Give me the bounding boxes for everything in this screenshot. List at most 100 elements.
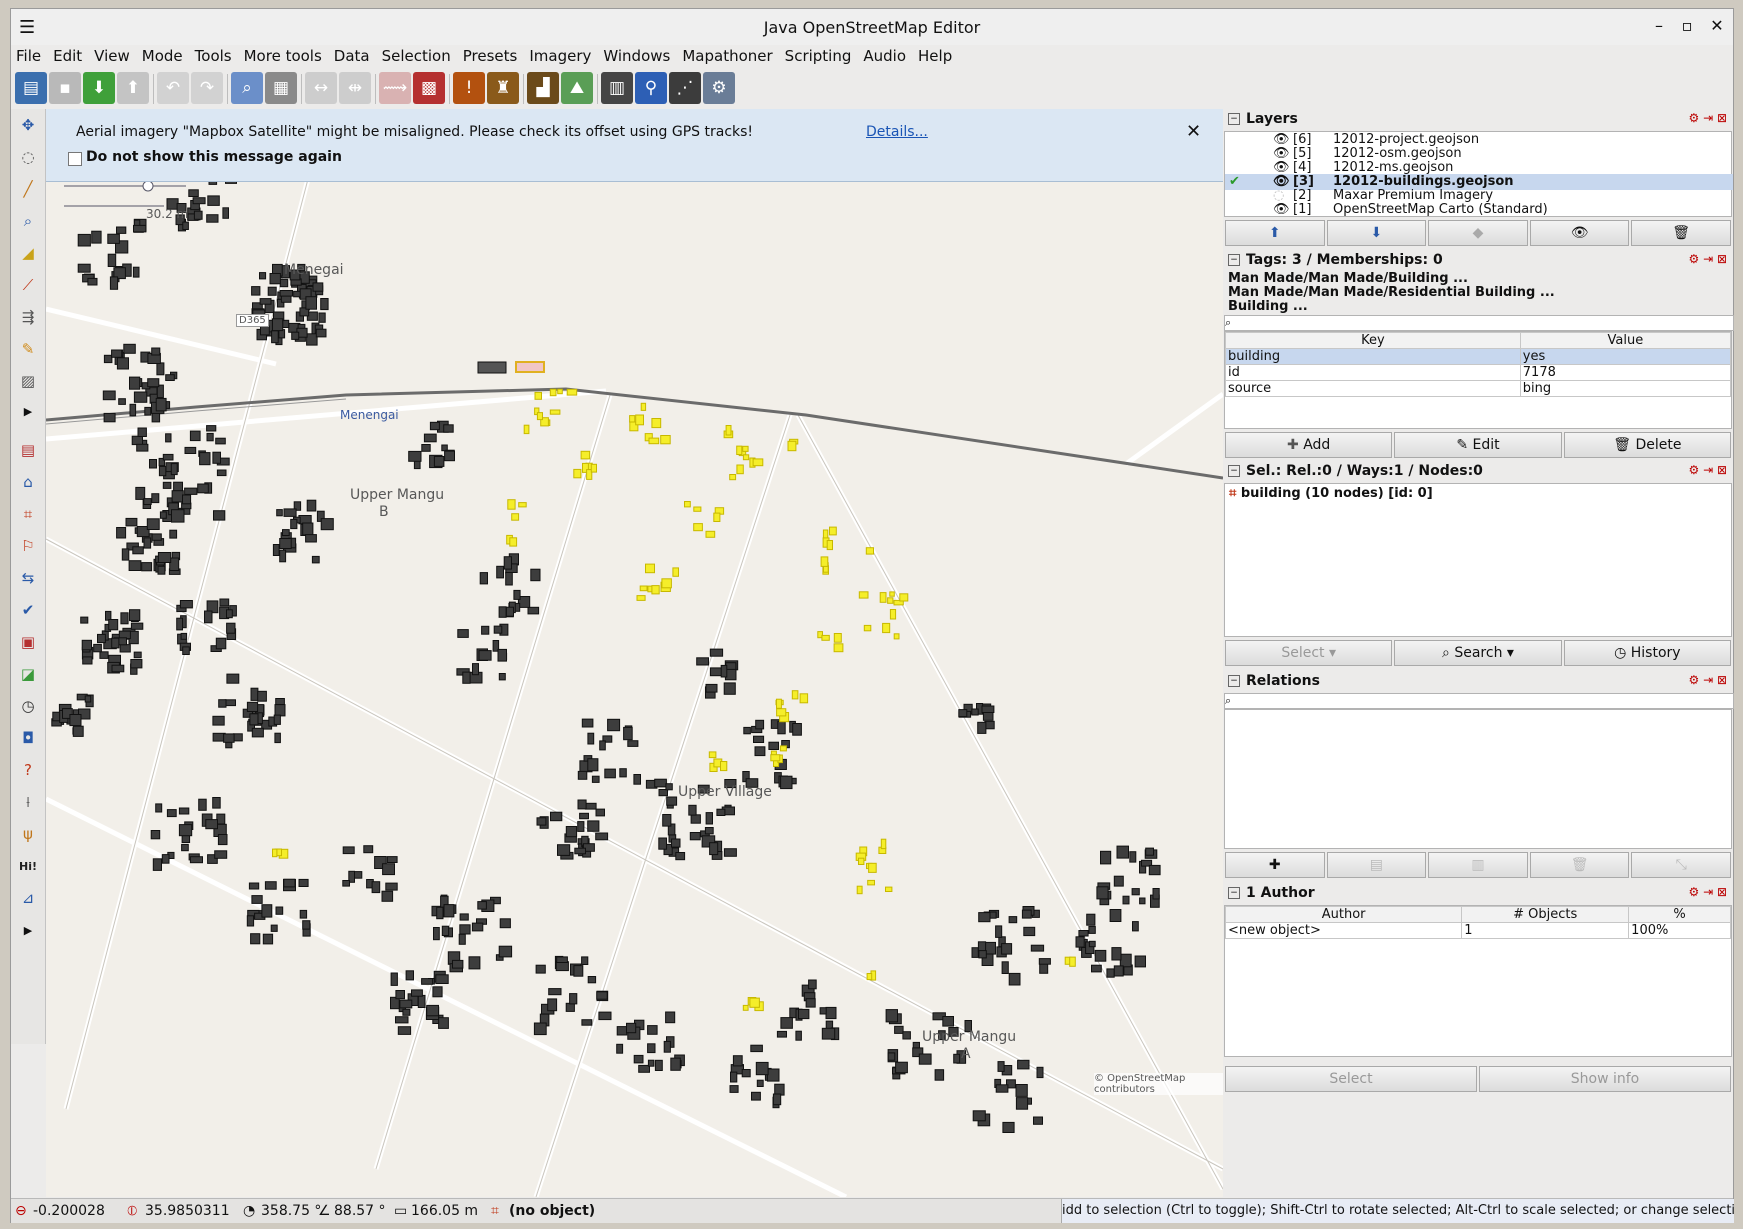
minimize-button[interactable]: – bbox=[1655, 16, 1663, 35]
layer-row[interactable]: 👁 [5] 12012-osm.geojson bbox=[1225, 146, 1733, 162]
search-button[interactable]: ⌕ Search ▾ bbox=[1394, 640, 1562, 666]
select-tool-icon[interactable]: ✥ bbox=[21, 116, 35, 134]
close-banner-icon[interactable]: ✕ bbox=[1186, 121, 1202, 142]
todo-icon[interactable]: ▣ bbox=[20, 633, 36, 651]
preset-link[interactable]: Building ... bbox=[1228, 299, 1308, 314]
expand-arrow-2-icon[interactable]: ▶ bbox=[23, 923, 33, 937]
menu-tools[interactable]: Tools bbox=[194, 47, 232, 65]
dont-show-checkbox[interactable] bbox=[68, 152, 82, 166]
menu-edit[interactable]: Edit bbox=[53, 47, 83, 65]
collapse-toggle-icon[interactable]: − bbox=[1228, 675, 1240, 687]
menu-help[interactable]: Help bbox=[918, 47, 953, 65]
improve-way-icon[interactable]: ⟋ bbox=[22, 276, 34, 294]
lasso-icon[interactable]: ◌ bbox=[21, 148, 35, 166]
relation-filter-input[interactable]: ⌕ bbox=[1224, 693, 1734, 709]
castle-icon[interactable]: ♜ bbox=[487, 72, 519, 104]
layers-panel-icon[interactable]: ▤ bbox=[20, 441, 36, 459]
eye-hidden-icon[interactable]: ◌ bbox=[1273, 188, 1285, 203]
move-up-icon[interactable]: ⬆ bbox=[1225, 220, 1325, 246]
chart-icon[interactable]: ⊿ bbox=[21, 889, 35, 907]
save-icon[interactable]: ▪ bbox=[49, 72, 81, 104]
zoom-icon[interactable]: ⌕ bbox=[231, 72, 263, 104]
pencil-icon[interactable]: ✎ bbox=[21, 340, 35, 358]
selection-panel-icon[interactable]: ⌗ bbox=[23, 505, 33, 523]
undo-icon[interactable]: ↶ bbox=[157, 72, 189, 104]
tag-value[interactable]: 7178 bbox=[1519, 364, 1732, 381]
align-icon[interactable]: ↔ bbox=[305, 72, 337, 104]
percent-header[interactable]: % bbox=[1628, 906, 1731, 923]
collapse-toggle-icon[interactable]: − bbox=[1228, 254, 1240, 266]
hi-icon[interactable]: Hi! bbox=[19, 859, 37, 873]
menu-data[interactable]: Data bbox=[333, 47, 370, 65]
edit-tag-button[interactable]: ✎ Edit bbox=[1394, 432, 1562, 458]
panel-controls-icon[interactable]: ⚙ ⇥ ⊠ bbox=[1688, 252, 1728, 266]
eye-icon[interactable]: 👁 bbox=[1273, 174, 1290, 189]
visibility-icon[interactable]: 👁 bbox=[1529, 220, 1630, 246]
validation-icon[interactable]: ! bbox=[453, 72, 485, 104]
eye-icon[interactable]: 👁 bbox=[1273, 160, 1290, 175]
split-icon[interactable]: ⇹ bbox=[339, 72, 371, 104]
download-icon[interactable]: ⬇ bbox=[83, 72, 115, 104]
objects-header[interactable]: # Objects bbox=[1461, 906, 1630, 923]
tag-filter-input[interactable]: ⌕ bbox=[1224, 315, 1734, 331]
collapse-toggle-icon[interactable]: − bbox=[1228, 113, 1240, 125]
upload-icon[interactable]: ⬆ bbox=[117, 72, 149, 104]
way-tool-icon[interactable]: ⟿ bbox=[379, 72, 411, 104]
tag-key[interactable]: id bbox=[1225, 364, 1521, 381]
preset-link[interactable]: Man Made/Man Made/Building ... bbox=[1228, 271, 1468, 286]
merge-icon[interactable]: ◆ bbox=[1428, 220, 1528, 246]
show-info-button[interactable]: Show info bbox=[1479, 1066, 1731, 1092]
menu-mapathoner[interactable]: Mapathoner bbox=[682, 47, 773, 65]
draw-icon[interactable]: ╱ bbox=[23, 180, 33, 198]
collapse-toggle-icon[interactable]: − bbox=[1228, 465, 1240, 477]
layer-row[interactable]: 👁 [1] OpenStreetMap Carto (Standard) bbox=[1225, 202, 1733, 218]
menu-view[interactable]: View bbox=[94, 47, 130, 65]
fork-icon[interactable]: ψ bbox=[23, 825, 33, 843]
gear-icon[interactable]: ⚙ bbox=[703, 72, 735, 104]
key-header[interactable]: Key bbox=[1225, 332, 1521, 349]
tags-panel-icon[interactable]: ⌂ bbox=[23, 473, 33, 491]
eye-icon[interactable]: 👁 bbox=[1273, 146, 1290, 161]
menu-file[interactable]: File bbox=[16, 47, 42, 65]
selected-item[interactable]: ⌗ building (10 nodes) [id: 0] bbox=[1229, 486, 1433, 501]
select-members-icon[interactable]: ⤡ bbox=[1631, 852, 1731, 878]
imagery-icon[interactable]: ⛰ bbox=[561, 72, 593, 104]
delete-layer-icon[interactable]: 🗑 bbox=[1631, 220, 1731, 246]
maximize-button[interactable]: ▫ bbox=[1681, 16, 1693, 35]
menu-audio[interactable]: Audio bbox=[863, 47, 907, 65]
add-tag-button[interactable]: ✚ Add bbox=[1225, 432, 1393, 458]
menu-more-tools[interactable]: More tools bbox=[243, 47, 322, 65]
hamburger-menu-icon[interactable]: ☰ bbox=[19, 17, 36, 38]
building-tool-icon[interactable]: ▩ bbox=[413, 72, 445, 104]
tag-key[interactable]: source bbox=[1225, 380, 1521, 397]
tag-value[interactable]: yes bbox=[1519, 348, 1732, 365]
menu-imagery[interactable]: Imagery bbox=[529, 47, 592, 65]
eye-icon[interactable]: 👁 bbox=[1273, 202, 1290, 217]
delete-tag-button[interactable]: 🗑 Delete bbox=[1563, 432, 1731, 458]
map-canvas[interactable] bbox=[46, 109, 1223, 1197]
relations-panel-icon[interactable]: ⚐ bbox=[21, 537, 35, 555]
factory-icon[interactable]: ▟ bbox=[527, 72, 559, 104]
add-relation-icon[interactable]: ✚ bbox=[1225, 852, 1325, 878]
extrude-icon[interactable]: ▨ bbox=[20, 372, 36, 390]
mapathoner-icon[interactable]: ▥ bbox=[601, 72, 633, 104]
move-down-icon[interactable]: ⬇ bbox=[1326, 220, 1427, 246]
layer-row-active[interactable]: ✔ 👁 [3] 12012-buildings.geojson bbox=[1225, 174, 1733, 190]
menu-scripting[interactable]: Scripting bbox=[784, 47, 852, 65]
expand-arrow-icon[interactable]: ▶ bbox=[23, 404, 33, 418]
menu-windows[interactable]: Windows bbox=[603, 47, 671, 65]
zoom-tool-icon[interactable]: ⌕ bbox=[23, 212, 33, 230]
menu-selection[interactable]: Selection bbox=[381, 47, 451, 65]
measure-icon[interactable]: ⟊ bbox=[26, 793, 30, 811]
walker-icon[interactable]: ⚲ bbox=[635, 72, 667, 104]
help-icon[interactable]: ? bbox=[24, 761, 32, 779]
panel-controls-icon[interactable]: ⚙ ⇥ ⊠ bbox=[1688, 111, 1728, 125]
preset-link[interactable]: Man Made/Man Made/Residential Building .… bbox=[1228, 285, 1555, 300]
collapse-toggle-icon[interactable]: − bbox=[1228, 887, 1240, 899]
menu-presets[interactable]: Presets bbox=[462, 47, 518, 65]
map-view[interactable]: Aerial imagery "Mapbox Satellite" might … bbox=[46, 109, 1223, 1197]
author-select-button[interactable]: Select bbox=[1225, 1066, 1477, 1092]
details-link[interactable]: Details... bbox=[866, 124, 928, 140]
area-icon[interactable]: ◢ bbox=[22, 244, 34, 262]
history-button[interactable]: ◷ History bbox=[1563, 640, 1731, 666]
